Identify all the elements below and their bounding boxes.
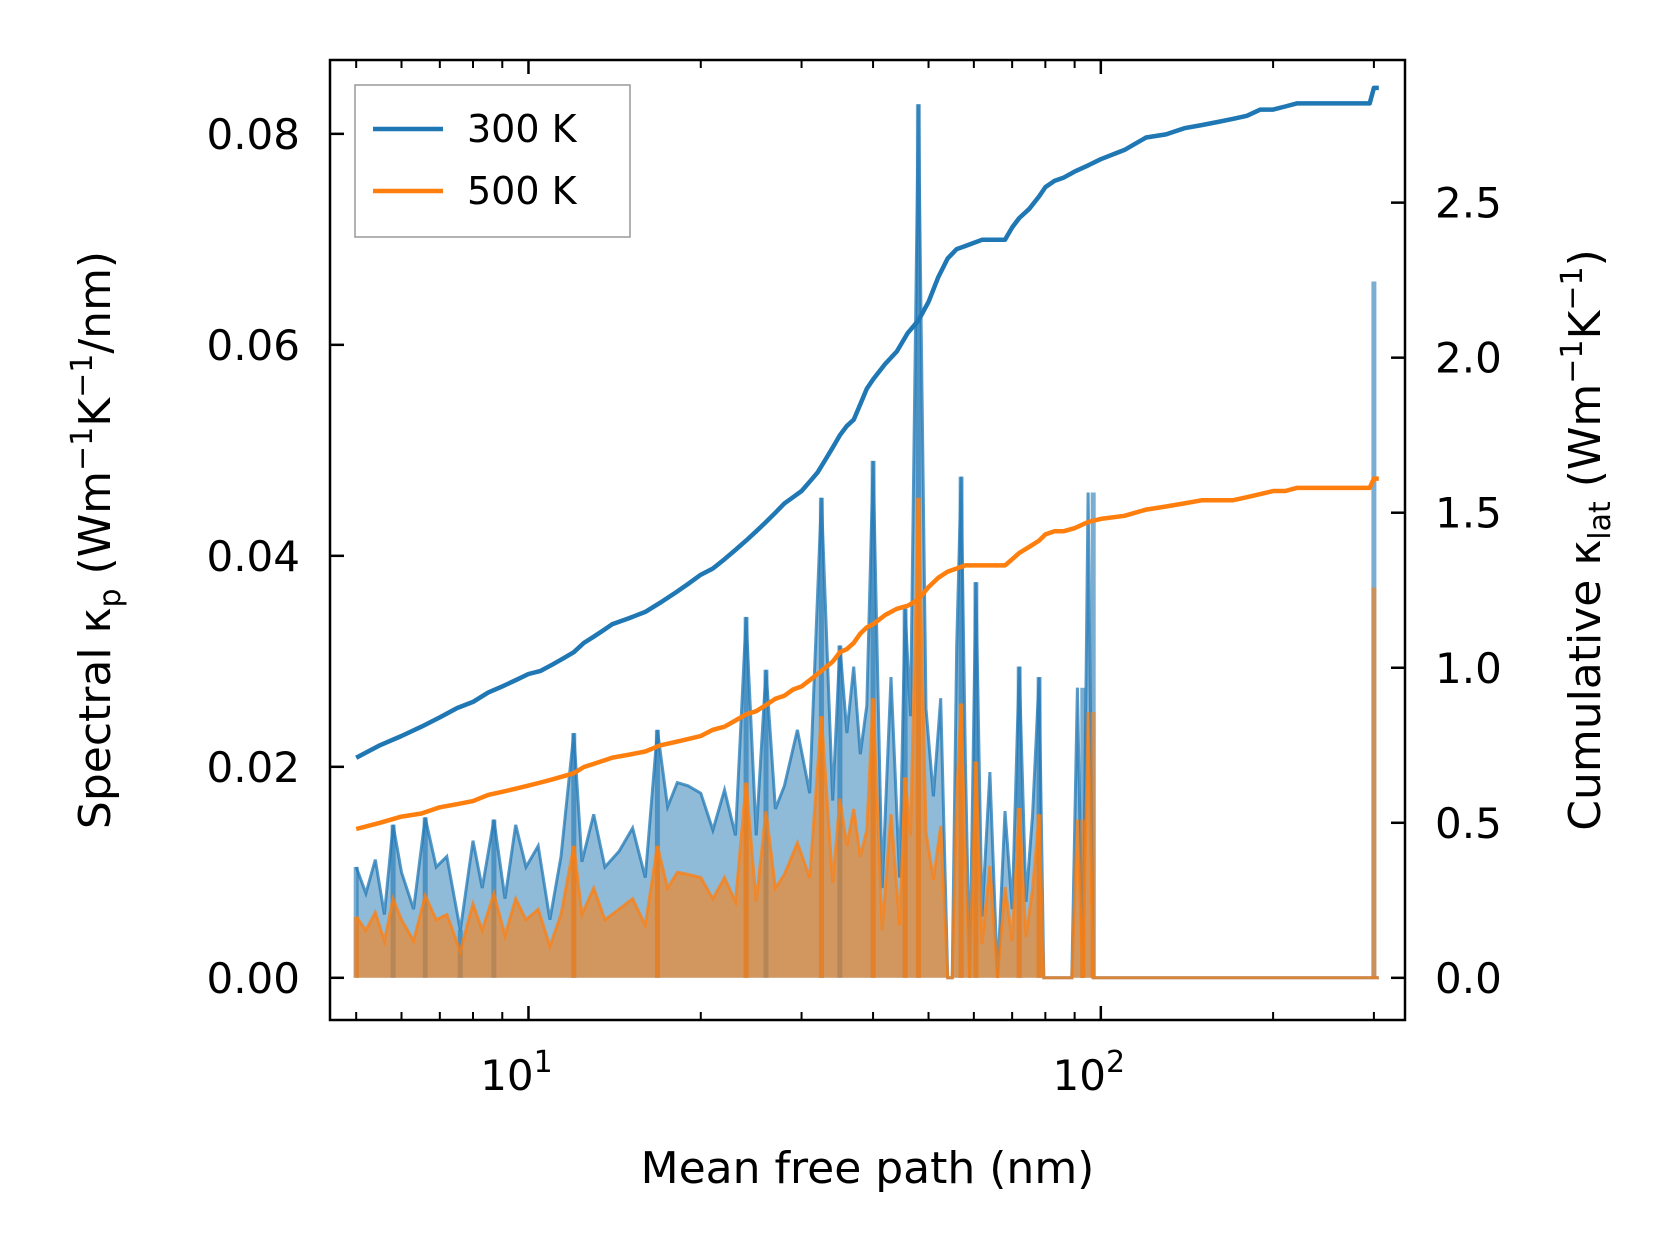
- y-left-tick-label: 0.08: [206, 110, 300, 159]
- x-tick-label: 102: [1053, 1045, 1126, 1100]
- y-left-tick-label: 0.06: [206, 321, 300, 370]
- y-left-axis-label: Spectral κp (Wm−1K−1/nm): [65, 251, 128, 829]
- y-left-tick-label: 0.00: [206, 954, 300, 1003]
- y-right-tick-label: 0.0: [1435, 954, 1502, 1003]
- y-right-tick-label: 0.5: [1435, 799, 1502, 848]
- y-left-tick-label: 0.02: [206, 743, 300, 792]
- cumulative-line-300-k: [355, 85, 1379, 760]
- plot-frame: [328, 58, 1407, 1022]
- y-left-tick-label: 0.04: [206, 532, 300, 581]
- y-right-tick-label: 1.0: [1435, 644, 1502, 693]
- cumulative-line-500-k: [355, 476, 1379, 832]
- y-right-tick-label: 2.0: [1435, 334, 1502, 383]
- y-right-axis-label: Cumulative κlat (Wm−1K−1): [1555, 249, 1618, 831]
- legend-box: [354, 84, 631, 238]
- legend-label: 300 K: [467, 107, 578, 151]
- y-right-tick-label: 1.5: [1435, 489, 1502, 538]
- x-tick-label: 101: [480, 1045, 553, 1100]
- x-axis-label: Mean free path (nm): [641, 1143, 1095, 1194]
- plot-area: [353, 85, 1379, 980]
- legend: 300 K 500 K: [354, 84, 631, 238]
- spectral-line-500-k: [354, 497, 1379, 980]
- axes: 101 102 0.00 0.02 0.04 0.06 0.08 0.0 0.5 1.0 1.5 2.…: [65, 58, 1618, 1194]
- spectral-fill-500-k: [356, 497, 1379, 978]
- y-right-tick-label: 2.5: [1435, 179, 1502, 228]
- legend-label: 500 K: [467, 169, 578, 213]
